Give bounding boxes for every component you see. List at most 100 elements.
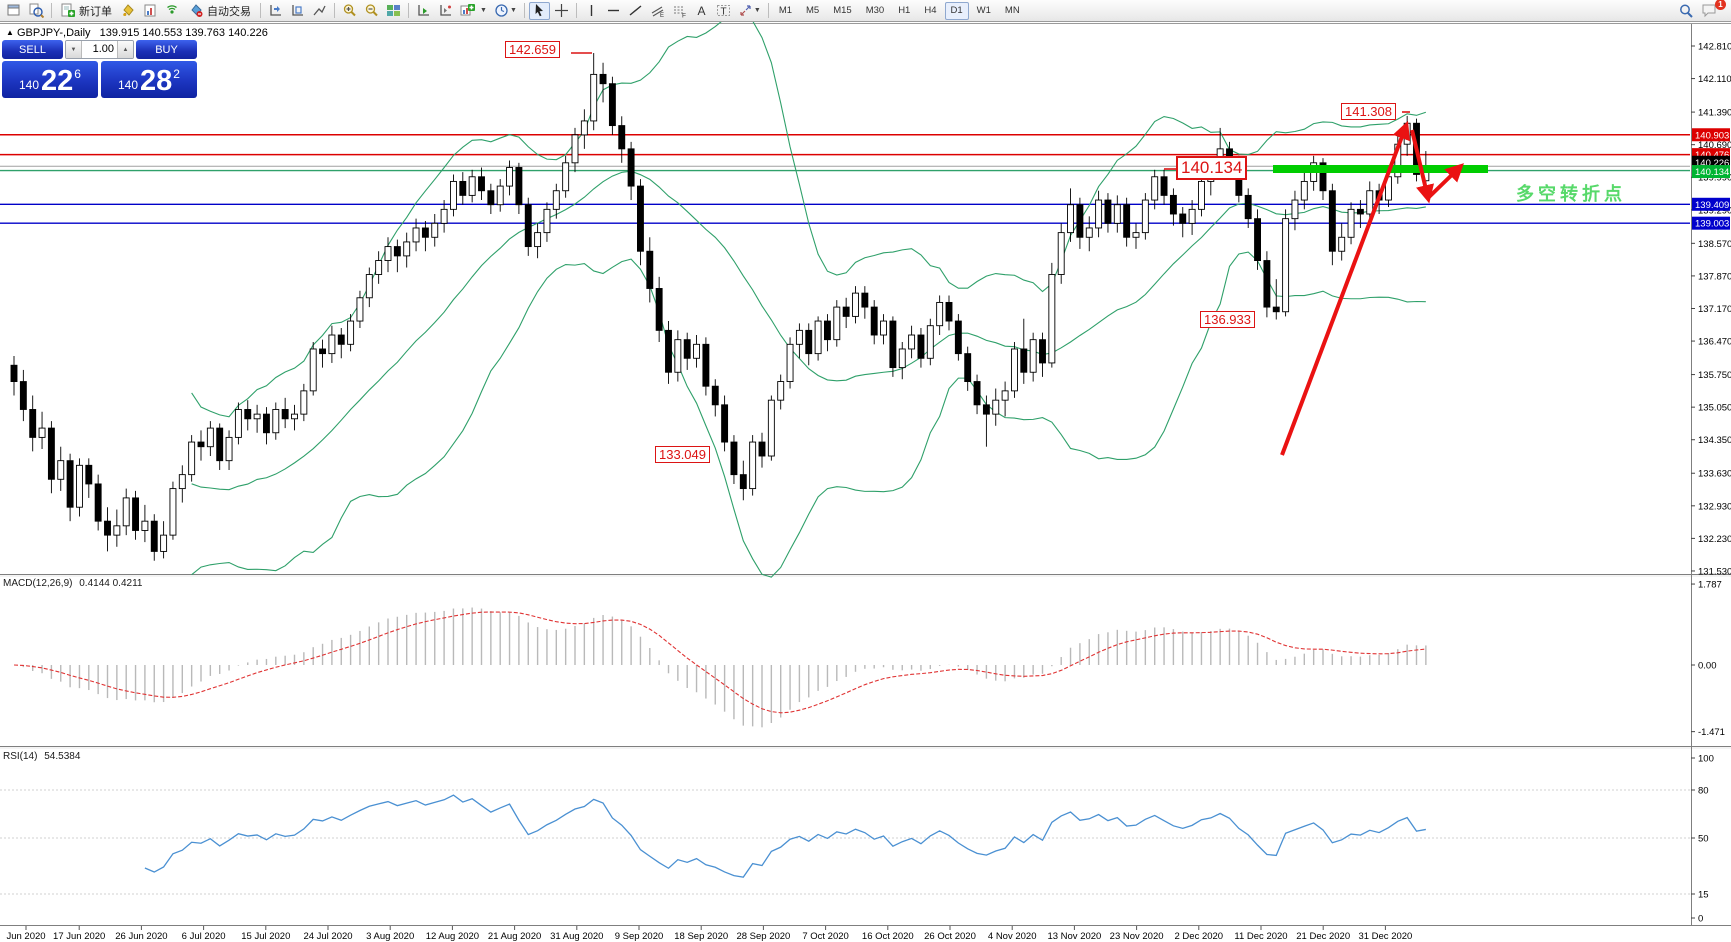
pivot-note-text[interactable]: 多空转折点 [1516, 184, 1626, 204]
svg-text:21 Dec 2020: 21 Dec 2020 [1296, 931, 1350, 942]
svg-text:28 Sep 2020: 28 Sep 2020 [736, 931, 790, 942]
svg-text:141.390: 141.390 [1698, 108, 1731, 119]
svg-text:16 Oct 2020: 16 Oct 2020 [862, 931, 914, 942]
chart-window-icon[interactable] [4, 2, 25, 20]
tf-M15-button[interactable]: M15 [833, 5, 852, 16]
sell-price-display[interactable]: 140 22 6 [2, 61, 98, 98]
svg-text:140.134: 140.134 [1695, 167, 1729, 178]
svg-text:3 Aug 2020: 3 Aug 2020 [366, 931, 414, 942]
tf-H1-button[interactable]: H1 [898, 5, 911, 16]
svg-text:Jun 2020: Jun 2020 [6, 931, 45, 942]
styles-bucket-icon[interactable] [118, 2, 139, 20]
svg-text:134.350: 134.350 [1698, 435, 1731, 446]
svg-text:17 Jun 2020: 17 Jun 2020 [53, 931, 105, 942]
svg-text:21 Aug 2020: 21 Aug 2020 [488, 931, 541, 942]
svg-text:132.230: 132.230 [1698, 534, 1731, 545]
separator [408, 3, 409, 18]
svg-text:9 Sep 2020: 9 Sep 2020 [615, 931, 664, 942]
new-order-icon [61, 3, 76, 18]
svg-text:142.110: 142.110 [1698, 74, 1731, 85]
svg-text:15: 15 [1698, 890, 1709, 901]
rsi-pane-title: RSI(14) 54.5384 [3, 751, 80, 762]
strategy-test-icon[interactable] [413, 2, 434, 20]
collapse-marker-icon[interactable]: ▲ [6, 28, 14, 37]
tf-M1-button[interactable]: M1 [778, 5, 793, 16]
sell-price-pips: 22 [41, 65, 74, 98]
symbol-search-icon[interactable] [26, 2, 47, 20]
autotrade-button[interactable]: 自动交易 [184, 2, 256, 20]
cursor-tool[interactable] [528, 1, 550, 20]
separator [51, 3, 52, 18]
tf-H4-button[interactable]: H4 [924, 5, 937, 16]
timeframe-bar: M1 M5 M15 M30 H1 H4 D1 W1 MN [773, 1, 1026, 20]
svg-text:E: E [660, 13, 664, 18]
svg-text:12 Aug 2020: 12 Aug 2020 [426, 931, 479, 942]
volume-decrease-button[interactable]: ▼ [66, 41, 82, 58]
text-label-tool[interactable]: T [713, 2, 734, 20]
one-click-trading-panel: SELL ▼ 1.00 ▲ BUY 140 22 6 140 28 2 [2, 40, 197, 98]
svg-text:80: 80 [1698, 786, 1709, 797]
step-forward-icon[interactable] [435, 2, 456, 20]
tf-MN-button[interactable]: MN [1004, 5, 1020, 16]
buy-button[interactable]: BUY [136, 40, 197, 59]
svg-text:136.470: 136.470 [1698, 337, 1731, 348]
svg-text:139.409: 139.409 [1695, 200, 1729, 211]
zoom-out-icon[interactable] [361, 2, 382, 20]
svg-text:0: 0 [1698, 914, 1703, 925]
zoom-in-icon[interactable] [339, 2, 360, 20]
equidistant-channel-tool[interactable]: E [647, 2, 668, 20]
tile-windows-icon[interactable] [383, 2, 404, 20]
svg-text:F: F [682, 13, 686, 19]
chart-autoscroll-icon[interactable] [287, 2, 308, 20]
buy-price-display[interactable]: 140 28 2 [101, 61, 197, 98]
chart-scale-icon[interactable] [309, 2, 330, 20]
hline-tool[interactable] [603, 2, 624, 20]
new-order-button[interactable]: 新订单 [56, 2, 117, 20]
price-label-140134[interactable]: 140.134 [1176, 156, 1248, 180]
price-label-141308[interactable]: 141.308 [1341, 103, 1396, 120]
tf-D1-button[interactable]: D1 [944, 1, 969, 20]
period-clock-button[interactable]: ▼ [491, 2, 520, 20]
svg-text:26 Jun 2020: 26 Jun 2020 [115, 931, 167, 942]
search-icon[interactable] [1675, 2, 1697, 20]
chart-symbol-label: GBPJPY-,Daily [16, 27, 91, 39]
separator [334, 3, 335, 18]
separator [260, 3, 261, 18]
price-label-142659[interactable]: 142.659 [505, 41, 560, 58]
svg-text:18 Sep 2020: 18 Sep 2020 [674, 931, 728, 942]
svg-text:11 Dec 2020: 11 Dec 2020 [1234, 931, 1287, 942]
add-indicator-button[interactable]: ▼ [457, 2, 490, 20]
text-tool[interactable]: A [691, 2, 712, 20]
chart-shift-icon[interactable] [265, 2, 286, 20]
signals-icon[interactable] [162, 2, 183, 20]
svg-text:132.930: 132.930 [1698, 501, 1731, 512]
new-order-label: 新订单 [79, 5, 112, 18]
sell-button[interactable]: SELL [2, 40, 63, 59]
rsi-value: 54.5384 [44, 751, 81, 762]
volume-increase-button[interactable]: ▲ [117, 41, 133, 58]
profiles-icon[interactable] [140, 2, 161, 20]
separator [767, 3, 769, 18]
chat-button[interactable]: 1 [1698, 0, 1726, 20]
svg-text:140.690: 140.690 [1698, 140, 1731, 151]
arrows-tool[interactable]: ▼ [735, 2, 764, 20]
tf-M30-button[interactable]: M30 [865, 5, 885, 16]
svg-text:139.003: 139.003 [1695, 219, 1729, 230]
buy-price-point: 2 [173, 67, 180, 81]
volume-input[interactable]: 1.00 [92, 43, 114, 55]
price-label-133049[interactable]: 133.049 [655, 446, 710, 463]
svg-text:0.00: 0.00 [1698, 661, 1717, 672]
svg-text:26 Oct 2020: 26 Oct 2020 [924, 931, 976, 942]
tf-M5-button[interactable]: M5 [806, 5, 820, 16]
chart-ohlc-values: 139.915 140.553 139.763 140.226 [99, 27, 268, 39]
price-label-136933[interactable]: 136.933 [1200, 311, 1255, 328]
fibonacci-tool[interactable]: F [669, 2, 690, 20]
vline-tool[interactable] [581, 2, 602, 20]
trendline-tool[interactable] [625, 2, 646, 20]
tf-W1-button[interactable]: W1 [976, 5, 991, 16]
crosshair-tool[interactable] [551, 2, 572, 20]
svg-text:131.530: 131.530 [1698, 566, 1731, 577]
svg-text:135.750: 135.750 [1698, 370, 1731, 381]
